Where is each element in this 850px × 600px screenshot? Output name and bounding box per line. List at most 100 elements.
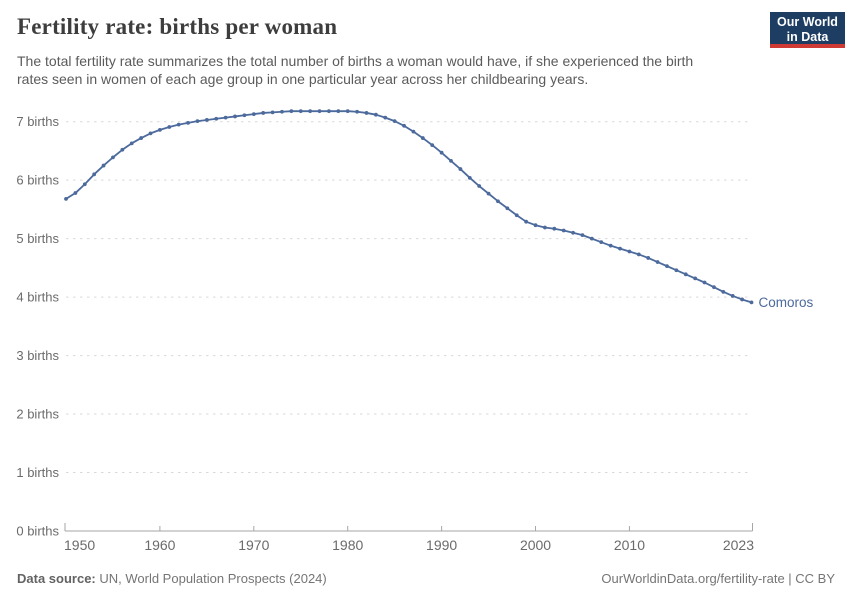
x-axis-tick-label: 1980 xyxy=(332,537,363,553)
data-source-label: Data source: xyxy=(17,571,96,586)
data-point xyxy=(580,233,585,238)
data-point xyxy=(486,191,491,196)
x-axis-tick-label: 2023 xyxy=(723,537,754,553)
y-axis-tick-label: 7 births xyxy=(16,114,59,129)
data-point xyxy=(721,289,726,294)
data-point xyxy=(627,249,632,254)
data-point xyxy=(111,155,115,160)
data-point xyxy=(636,252,641,257)
chart-subtitle: The total fertility rate summarizes the … xyxy=(17,53,694,87)
data-point xyxy=(693,276,698,281)
data-point xyxy=(571,230,575,235)
y-axis-tick-label: 2 births xyxy=(16,407,59,422)
data-point xyxy=(618,246,622,251)
data-point xyxy=(308,109,313,114)
data-point xyxy=(64,196,68,201)
owid-logo-line2: in Data xyxy=(786,30,829,44)
data-point xyxy=(251,112,256,117)
y-axis-tick-label: 1 births xyxy=(16,465,59,480)
data-point xyxy=(186,120,190,125)
data-point xyxy=(280,109,284,114)
data-point xyxy=(139,136,144,140)
data-point xyxy=(204,118,209,122)
page-title: Fertility rate: births per woman xyxy=(17,14,338,39)
y-axis-tick-label: 3 births xyxy=(16,348,59,363)
data-point xyxy=(92,172,97,177)
data-point xyxy=(82,182,87,187)
data-point xyxy=(120,147,125,152)
data-point xyxy=(561,228,566,233)
y-axis-tick-label: 0 births xyxy=(16,524,59,539)
data-point xyxy=(646,256,651,260)
data-point xyxy=(749,300,754,305)
data-point xyxy=(524,219,529,224)
data-point xyxy=(552,226,557,231)
data-point xyxy=(223,115,228,120)
data-point xyxy=(101,163,106,168)
data-point xyxy=(373,112,378,117)
data-point xyxy=(683,272,688,277)
data-point xyxy=(355,109,360,114)
data-point xyxy=(514,213,519,218)
data-point xyxy=(439,150,444,155)
data-point xyxy=(608,243,613,248)
data-point xyxy=(261,111,266,115)
data-source-note: Data source: UN, World Population Prospe… xyxy=(17,571,327,586)
data-point xyxy=(129,141,134,146)
data-point xyxy=(270,110,275,115)
data-point xyxy=(327,109,331,114)
owid-logo[interactable]: Our World in Data xyxy=(770,12,845,48)
data-point xyxy=(402,123,406,128)
data-point xyxy=(289,109,294,114)
x-axis-tick-label: 2000 xyxy=(520,537,551,553)
data-point xyxy=(702,280,707,285)
data-point xyxy=(73,191,78,195)
y-axis-tick-label: 5 births xyxy=(16,231,59,246)
owid-logo-line1: Our World xyxy=(777,15,838,29)
data-point xyxy=(712,285,716,290)
fertility-line-chart: 0 births 1 births 2 births 3 births 4 births… xyxy=(16,109,814,553)
x-axis-tick-label: 1950 xyxy=(64,537,95,553)
data-point xyxy=(233,114,237,119)
data-source-text: UN, World Population Prospects (2024) xyxy=(95,571,327,586)
y-axis-tick-label: 6 births xyxy=(16,173,59,188)
x-axis-tick-label: 2010 xyxy=(614,537,645,553)
data-point xyxy=(533,223,538,228)
data-point xyxy=(364,111,369,115)
data-point xyxy=(467,175,472,180)
credit-link[interactable]: OurWorldinData.org/fertility-rate | CC B… xyxy=(601,571,835,586)
data-point xyxy=(505,206,510,211)
data-point xyxy=(392,119,397,124)
data-point xyxy=(589,236,594,241)
data-point xyxy=(148,131,153,136)
series-line-comoros[interactable] xyxy=(65,110,753,304)
data-point xyxy=(543,225,547,230)
data-point xyxy=(167,125,172,129)
data-point xyxy=(496,199,500,204)
data-point xyxy=(158,127,162,132)
data-point xyxy=(411,129,416,134)
data-point xyxy=(449,158,453,163)
data-point xyxy=(345,109,350,114)
data-point xyxy=(458,167,463,171)
data-point xyxy=(317,109,322,114)
data-point xyxy=(336,109,341,114)
series-entity-label[interactable]: Comoros xyxy=(759,295,814,310)
y-axis-tick-label: 4 births xyxy=(16,290,59,305)
data-point xyxy=(730,294,735,298)
data-point xyxy=(176,122,181,127)
data-point xyxy=(477,184,482,188)
x-axis-tick-label: 1990 xyxy=(426,537,457,553)
data-point xyxy=(420,136,425,140)
x-axis-tick-label: 1960 xyxy=(144,537,175,553)
data-point xyxy=(298,109,303,114)
data-point xyxy=(655,260,660,264)
data-point xyxy=(214,116,219,121)
data-point xyxy=(242,113,247,118)
data-point xyxy=(674,268,679,273)
data-point xyxy=(599,240,604,245)
data-point xyxy=(195,119,200,124)
data-point xyxy=(430,143,435,147)
data-point xyxy=(665,264,669,269)
